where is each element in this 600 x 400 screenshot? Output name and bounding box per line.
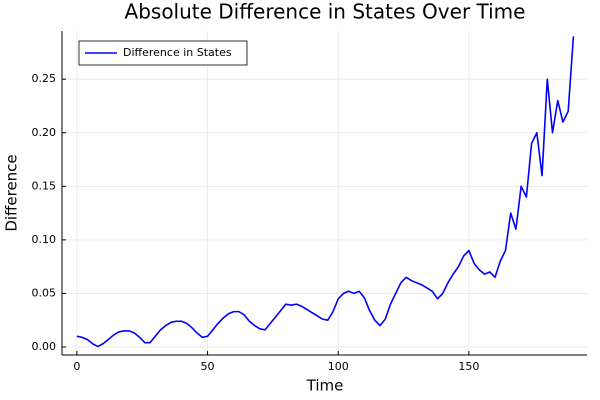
x-tick-label: 150 <box>458 360 479 373</box>
x-tick-label: 50 <box>201 360 215 373</box>
legend-label: Difference in States <box>123 46 232 59</box>
x-axis-label: Time <box>306 377 344 395</box>
y-tick-label: 0.20 <box>32 126 57 139</box>
y-tick-label: 0.15 <box>32 179 57 192</box>
y-tick-label: 0.00 <box>32 340 57 353</box>
chart-title: Absolute Difference in States Over Time <box>125 0 526 24</box>
data-line <box>76 36 575 348</box>
y-tick-label: 0.25 <box>32 72 57 85</box>
x-tick-label: 100 <box>328 360 349 373</box>
x-tick-label: 0 <box>73 360 80 373</box>
y-tick-label: 0.10 <box>32 233 57 246</box>
y-tick-label: 0.05 <box>32 286 57 299</box>
y-axis-label: Difference <box>3 154 21 231</box>
